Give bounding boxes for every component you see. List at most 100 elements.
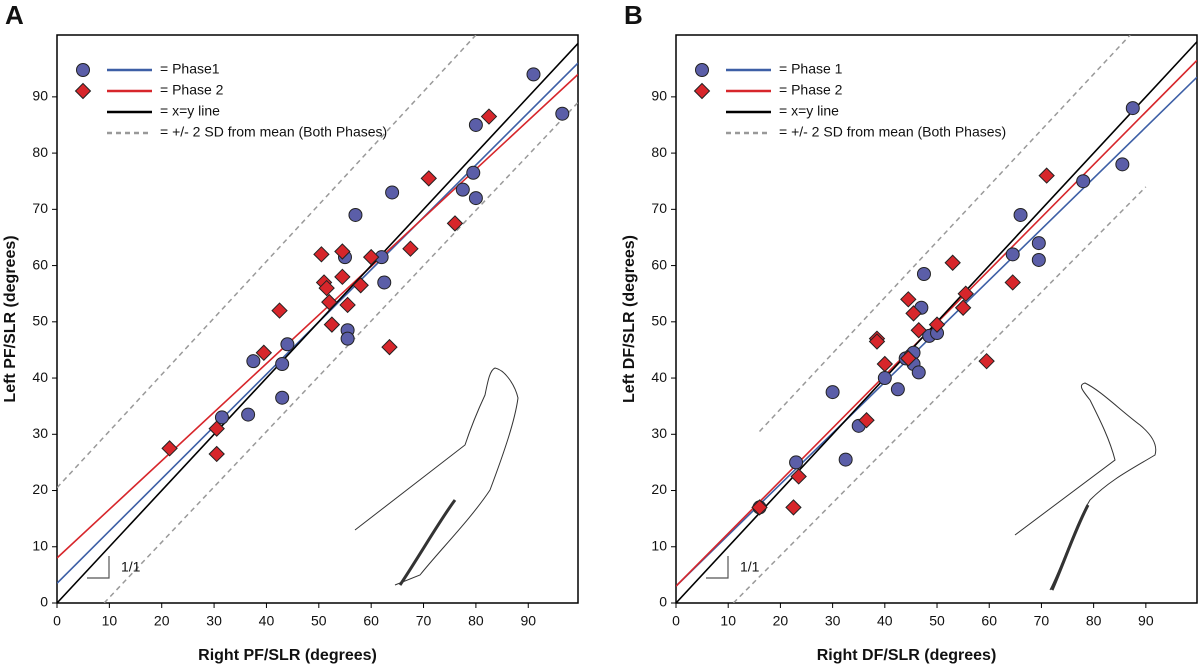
y-axis-title: Left DF/SLR (degrees) — [621, 235, 638, 403]
data-point — [928, 316, 946, 333]
data-point — [1115, 157, 1130, 172]
y-tick-label: 60 — [32, 256, 48, 272]
data-point — [480, 108, 498, 125]
y-tick-label: 40 — [32, 369, 48, 385]
legend-marker — [695, 63, 709, 77]
data-point — [321, 293, 338, 311]
legend-label: = +/- 2 SD from mean (Both Phases) — [779, 124, 1006, 140]
data-point — [868, 333, 886, 350]
data-point — [348, 207, 363, 222]
y-tick-label: 70 — [651, 200, 667, 216]
y-tick-label: 80 — [32, 144, 48, 160]
plot-frame — [675, 34, 1198, 604]
x-tick-label: 80 — [468, 613, 484, 629]
fit-line — [57, 73, 578, 559]
data-point — [323, 316, 341, 333]
x-tick-label: 60 — [981, 613, 997, 629]
data-point — [751, 499, 768, 516]
data-point — [377, 275, 392, 290]
data-point — [916, 267, 931, 282]
legend-label: = Phase 1 — [779, 61, 843, 77]
foot-sketch — [354, 367, 1157, 591]
legend-label: = x=y line — [160, 103, 220, 119]
y-tick-label: 60 — [651, 256, 667, 272]
x-tick-label: 60 — [363, 613, 379, 629]
legend-label: = Phase1 — [160, 61, 220, 77]
data-point — [911, 365, 926, 380]
legend-label: = x=y line — [779, 103, 839, 119]
x-tick-label: 50 — [311, 613, 327, 629]
data-point — [1005, 247, 1020, 262]
data-point — [466, 165, 481, 180]
legend-label: = Phase 2 — [779, 82, 843, 98]
y-tick-label: 70 — [32, 200, 48, 216]
data-point — [825, 385, 840, 400]
data-point — [339, 296, 356, 314]
data-point — [1038, 167, 1055, 184]
x-tick-label: 90 — [520, 613, 536, 629]
data-point — [944, 254, 961, 271]
x-tick-label: 90 — [1138, 613, 1154, 629]
data-point — [1004, 274, 1021, 291]
data-point — [978, 352, 995, 370]
data-point — [957, 285, 974, 302]
data-point — [905, 305, 922, 322]
data-point — [381, 338, 398, 356]
data-point — [214, 410, 229, 425]
data-point — [241, 407, 256, 422]
data-point — [900, 291, 917, 308]
data-point — [790, 468, 807, 485]
y-tick-label: 90 — [32, 88, 48, 104]
y-tick-label: 40 — [651, 369, 667, 385]
x-tick-label: 20 — [154, 613, 170, 629]
data-point — [789, 455, 804, 470]
data-point — [555, 106, 570, 121]
data-point — [208, 445, 225, 463]
annotation: 1/1 — [740, 559, 760, 575]
data-point — [954, 299, 972, 316]
legend-label: = Phase 2 — [160, 82, 224, 98]
data-point — [1125, 101, 1140, 116]
y-tick-label: 20 — [32, 481, 48, 497]
data-point — [334, 268, 351, 286]
data-point — [1031, 252, 1046, 267]
data-point — [1013, 207, 1028, 222]
y-tick-label: 90 — [651, 88, 667, 104]
sd-line — [103, 101, 578, 603]
y-tick-label: 0 — [40, 594, 48, 610]
data-point — [910, 322, 927, 339]
data-point — [455, 182, 470, 197]
data-point — [255, 344, 273, 361]
x-tick-label: 70 — [416, 613, 432, 629]
plot-area — [57, 35, 578, 603]
y-tick-label: 50 — [32, 313, 48, 329]
x-tick-label: 50 — [929, 613, 945, 629]
y-tick-label: 10 — [651, 537, 667, 553]
sd-line — [758, 35, 1131, 432]
data-point — [161, 440, 178, 457]
fit-line — [57, 42, 578, 603]
legend-marker — [693, 82, 711, 100]
data-point — [838, 452, 853, 467]
x-tick-label: 0 — [53, 613, 61, 629]
sd-line — [732, 186, 1147, 603]
data-point — [1031, 236, 1046, 251]
x-tick-label: 0 — [672, 613, 680, 629]
x-tick-label: 20 — [773, 613, 789, 629]
legend-marker — [76, 63, 90, 77]
x-tick-label: 30 — [825, 613, 841, 629]
data-point — [876, 355, 894, 373]
slope-symbol — [706, 556, 729, 579]
x-tick-label: 40 — [877, 613, 893, 629]
data-point — [275, 390, 290, 405]
data-point — [208, 420, 225, 437]
y-tick-label: 30 — [651, 425, 667, 441]
y-tick-label: 0 — [659, 594, 667, 610]
data-point — [271, 302, 288, 319]
legend-marker — [74, 82, 92, 100]
data-point — [1076, 174, 1091, 189]
data-point — [362, 248, 380, 266]
data-point — [334, 243, 351, 260]
x-tick-label: 10 — [102, 613, 118, 629]
